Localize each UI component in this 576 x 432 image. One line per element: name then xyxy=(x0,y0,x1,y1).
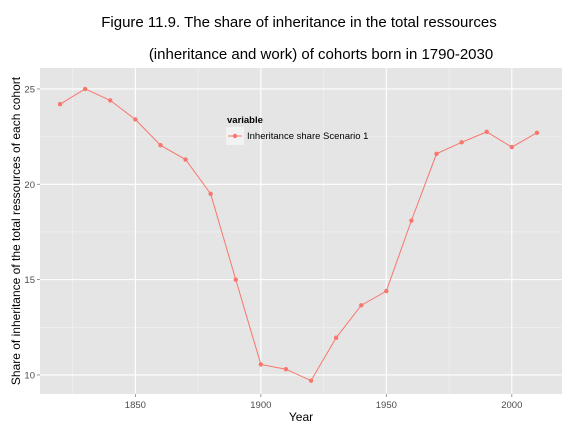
data-point-1920 xyxy=(309,378,313,382)
chart-title-line-2: (inheritance and work) of cohorts born i… xyxy=(149,46,493,63)
chart-title-line-1: Figure 11.9. The share of inheritance in… xyxy=(101,14,497,31)
y-tick-label: 15 xyxy=(24,275,35,286)
x-axis-title: Year xyxy=(289,410,313,424)
data-point-1980 xyxy=(459,140,463,144)
plot-panel xyxy=(40,68,562,394)
data-point-1840 xyxy=(108,98,112,102)
x-axis: 1850 1900 1950 2000 xyxy=(125,394,523,411)
data-point-1960 xyxy=(409,218,413,222)
data-point-1930 xyxy=(334,336,338,340)
y-axis: 10 15 20 25 xyxy=(24,84,40,381)
y-axis-title: Share of inheritance of the total ressou… xyxy=(9,76,23,385)
x-tick-label: 1950 xyxy=(376,400,397,411)
legend-key-point xyxy=(233,134,237,138)
data-point-1870 xyxy=(183,157,187,161)
data-point-1860 xyxy=(158,143,162,147)
x-tick-label: 1850 xyxy=(125,400,146,411)
y-tick-label: 25 xyxy=(24,84,35,95)
legend-title: variable xyxy=(227,115,263,126)
data-point-1880 xyxy=(208,192,212,196)
x-tick-label: 2000 xyxy=(501,400,522,411)
data-point-1910 xyxy=(284,367,288,371)
data-point-1970 xyxy=(434,152,438,156)
data-point-1830 xyxy=(83,87,87,91)
data-point-1890 xyxy=(234,277,238,281)
data-point-1900 xyxy=(259,362,263,366)
data-point-2010 xyxy=(535,131,539,135)
data-point-1950 xyxy=(384,289,388,293)
data-point-1940 xyxy=(359,303,363,307)
legend-label-series-1: Inheritance share Scenario 1 xyxy=(247,131,368,142)
y-tick-label: 20 xyxy=(24,180,35,191)
x-tick-label: 1900 xyxy=(250,400,271,411)
data-point-1850 xyxy=(133,117,137,121)
data-point-2000 xyxy=(510,145,514,149)
data-point-1820 xyxy=(58,102,62,106)
y-tick-label: 10 xyxy=(24,370,35,381)
data-point-1990 xyxy=(485,130,489,134)
